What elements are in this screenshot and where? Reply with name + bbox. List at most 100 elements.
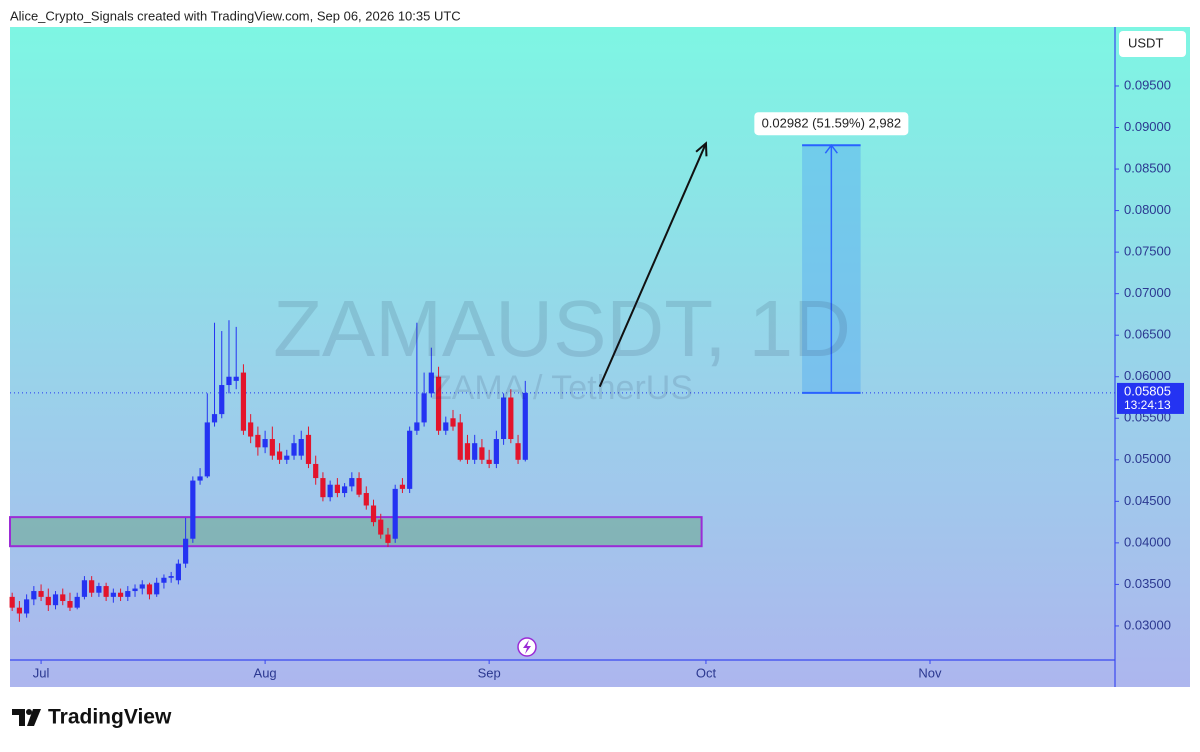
watermark-symbol: ZAMAUSDT, 1D	[273, 284, 851, 373]
y-tick-label: 0.07500	[1124, 244, 1171, 259]
candle-body	[385, 534, 391, 543]
support-zone	[9, 516, 703, 548]
candle	[233, 326, 239, 390]
y-tick-label: 0.03500	[1124, 576, 1171, 591]
header: Alice_Crypto_Signals created with Tradin…	[10, 8, 461, 23]
candle	[240, 364, 247, 435]
candle-body	[211, 414, 218, 423]
candle	[356, 472, 362, 498]
candle-body	[414, 422, 420, 431]
candle-body	[219, 385, 225, 415]
y-tick-label: 0.09000	[1124, 119, 1171, 134]
candle	[515, 434, 521, 464]
candle	[291, 434, 297, 460]
currency-label: USDT	[1128, 35, 1163, 50]
measure-label: 0.02982 (51.59%) 2,982	[762, 116, 902, 131]
candle	[414, 322, 420, 435]
candle-body	[168, 576, 174, 578]
candle-body	[103, 586, 109, 597]
candle-body	[240, 372, 247, 431]
candle-body	[378, 519, 384, 535]
candle-body	[9, 596, 15, 608]
y-tick-label: 0.07000	[1124, 285, 1171, 300]
candle-body	[291, 443, 297, 456]
candle	[342, 483, 348, 498]
candle-body	[464, 443, 471, 460]
candle	[378, 513, 384, 539]
candle-body	[305, 434, 312, 464]
candle	[363, 486, 369, 510]
candle-body	[31, 591, 37, 600]
candle-body	[479, 447, 485, 460]
candle	[183, 517, 189, 568]
candle-body	[363, 493, 369, 506]
candle-body	[320, 478, 326, 498]
candle	[154, 577, 160, 597]
candle-body	[204, 422, 210, 477]
candle	[74, 592, 80, 610]
candle	[226, 320, 232, 394]
candle-body	[67, 601, 73, 608]
candle	[443, 416, 449, 435]
y-tick-label: 0.03000	[1124, 617, 1171, 632]
candle	[132, 584, 138, 597]
candle	[67, 592, 73, 611]
candle-body	[356, 478, 362, 495]
candle-body	[175, 563, 181, 581]
last-price-label: 0.05805	[1124, 383, 1171, 398]
candle-body	[146, 584, 153, 595]
candle	[508, 389, 514, 444]
candle-body	[443, 422, 449, 431]
candle	[16, 601, 22, 622]
candle	[190, 476, 196, 543]
candle	[501, 393, 507, 445]
candle-body	[435, 376, 442, 431]
candle-body	[226, 376, 232, 386]
y-tick-label: 0.06500	[1124, 327, 1171, 342]
candle-body	[428, 372, 434, 394]
measure-arrow-head	[824, 143, 838, 154]
candle	[197, 468, 203, 485]
candle	[161, 574, 167, 589]
candle	[370, 499, 377, 527]
candle-body	[38, 591, 44, 597]
candle	[522, 380, 528, 462]
measure-label-box	[754, 112, 909, 136]
events-icon[interactable]	[517, 637, 537, 657]
candle	[38, 584, 44, 602]
candle	[211, 322, 218, 427]
candle-body	[450, 418, 456, 427]
candle-body	[342, 486, 348, 494]
candle-body	[298, 439, 304, 456]
candle-body	[501, 397, 507, 440]
candle	[399, 478, 406, 494]
candle-body	[399, 484, 406, 489]
candle	[89, 576, 95, 597]
candle	[493, 430, 499, 469]
y-tick-label: 0.05000	[1124, 451, 1171, 466]
candle-body	[262, 439, 268, 448]
bar-countdown: 13:24:13	[1124, 398, 1171, 412]
candle-body	[457, 422, 463, 460]
y-tick-label: 0.04000	[1124, 534, 1171, 549]
y-tick-label: 0.04500	[1124, 493, 1171, 508]
candle-body	[190, 480, 196, 539]
candle	[327, 480, 333, 502]
y-tick-label: 0.08000	[1124, 202, 1171, 217]
candle-body	[493, 439, 499, 464]
candle	[24, 594, 30, 618]
projection-arrow	[598, 142, 707, 388]
candle	[298, 430, 304, 460]
candle	[479, 439, 485, 464]
candle	[96, 582, 102, 597]
candle	[168, 571, 174, 583]
candle-body	[81, 580, 88, 597]
candle	[435, 366, 442, 435]
currency-badge	[1119, 31, 1186, 57]
candle-body	[522, 392, 528, 460]
candle	[103, 582, 109, 602]
candle-body	[313, 463, 319, 479]
candle	[421, 372, 427, 427]
y-tick-label: 0.06000	[1124, 368, 1171, 383]
